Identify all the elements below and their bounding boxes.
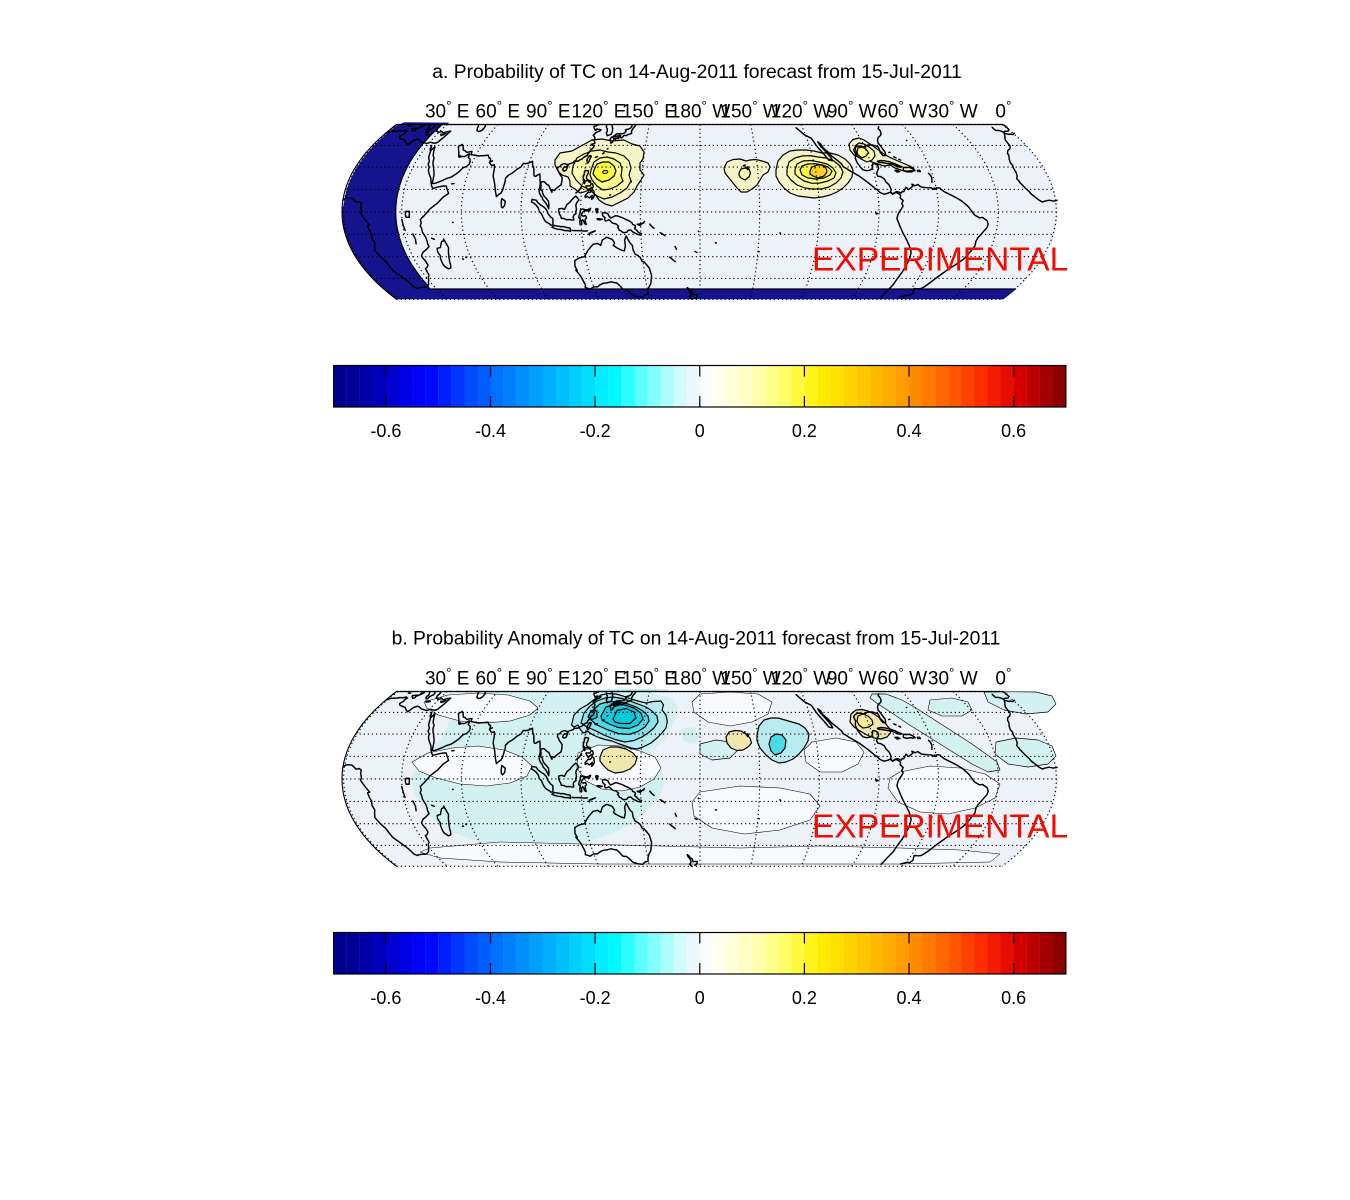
svg-text:-0.4: -0.4 — [475, 988, 506, 1008]
svg-text:-0.6: -0.6 — [370, 988, 401, 1008]
svg-text:90° W: 90° W — [827, 99, 877, 123]
svg-text:150° E: 150° E — [622, 666, 677, 690]
svg-text:30° E: 30° E — [425, 99, 470, 123]
svg-text:-0.2: -0.2 — [580, 988, 611, 1008]
svg-text:0.4: 0.4 — [896, 421, 921, 441]
svg-text:60° E: 60° E — [476, 666, 521, 690]
svg-text:90° W: 90° W — [827, 666, 877, 690]
svg-text:120° E: 120° E — [571, 99, 626, 123]
svg-text:180° W: 180° W — [670, 666, 730, 690]
svg-text:30° W: 30° W — [928, 666, 978, 690]
svg-text:150° E: 150° E — [622, 99, 677, 123]
svg-text:0.4: 0.4 — [896, 988, 921, 1008]
svg-text:60° W: 60° W — [877, 666, 927, 690]
svg-text:120° W: 120° W — [771, 99, 831, 123]
svg-text:90° E: 90° E — [526, 666, 571, 690]
svg-text:120° E: 120° E — [571, 666, 626, 690]
svg-text:60° W: 60° W — [877, 99, 927, 123]
svg-text:0.2: 0.2 — [792, 988, 817, 1008]
svg-text:30° W: 30° W — [928, 99, 978, 123]
svg-text:0.6: 0.6 — [1001, 988, 1026, 1008]
svg-text:a. Probability of TC on 14-Aug: a. Probability of TC on 14-Aug-2011 fore… — [432, 62, 961, 83]
svg-text:-0.4: -0.4 — [475, 421, 506, 441]
svg-text:EXPERIMENTAL: EXPERIMENTAL — [812, 809, 1068, 846]
svg-text:b. Probability Anomaly of TC o: b. Probability Anomaly of TC on 14-Aug-2… — [392, 629, 1001, 650]
svg-text:-0.6: -0.6 — [370, 421, 401, 441]
svg-text:0°: 0° — [995, 99, 1011, 123]
svg-text:0: 0 — [695, 988, 705, 1008]
svg-text:30° E: 30° E — [425, 666, 470, 690]
svg-text:-0.2: -0.2 — [580, 421, 611, 441]
svg-text:180° W: 180° W — [670, 99, 730, 123]
svg-text:60° E: 60° E — [476, 99, 521, 123]
svg-text:90° E: 90° E — [526, 99, 571, 123]
svg-text:0.6: 0.6 — [1001, 421, 1026, 441]
svg-text:150° W: 150° W — [720, 99, 780, 123]
svg-text:0.2: 0.2 — [792, 421, 817, 441]
svg-text:0°: 0° — [995, 666, 1011, 690]
svg-text:EXPERIMENTAL: EXPERIMENTAL — [812, 242, 1068, 279]
svg-text:150° W: 150° W — [720, 666, 780, 690]
svg-text:0: 0 — [695, 421, 705, 441]
svg-text:120° W: 120° W — [771, 666, 831, 690]
